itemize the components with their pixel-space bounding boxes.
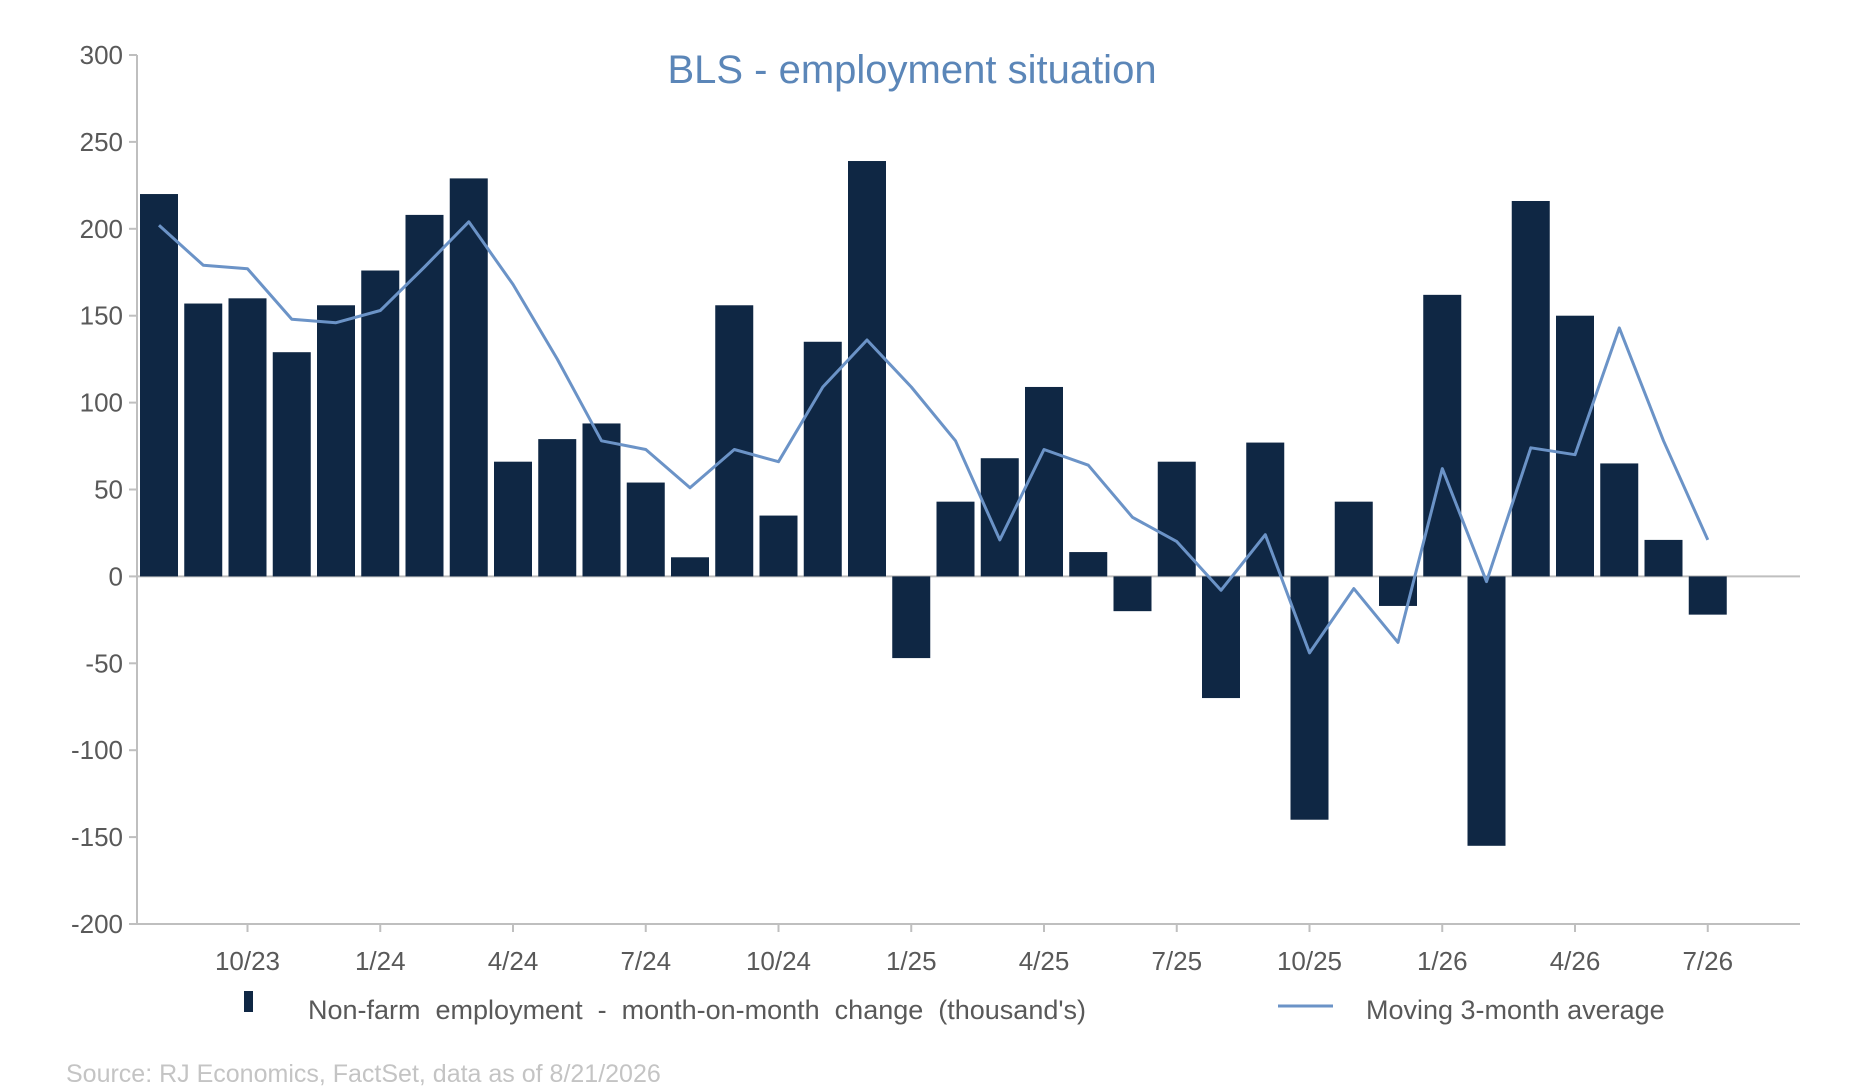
y-tick-label: -50 (85, 648, 123, 678)
y-tick-label: 50 (94, 475, 123, 505)
bar (848, 161, 886, 577)
x-tick-label: 10/25 (1277, 946, 1342, 976)
x-tick-label: 7/26 (1682, 946, 1733, 976)
legend: Non-farm employment - month-on-month cha… (244, 991, 1665, 1025)
x-axis: 10/23 1/24 4/24 7/24 10/24 1/25 4/25 7/25 10/25 1… (137, 575, 1800, 976)
bar (759, 515, 798, 577)
bar-series (140, 161, 1727, 846)
y-axis: 300 250 200 150 100 50 0 -50 -100 -150 -200 (71, 40, 138, 939)
bar (1688, 576, 1727, 615)
bar (1157, 461, 1196, 577)
y-tick-label: -150 (71, 822, 123, 852)
bar (361, 270, 400, 577)
x-tick-label: 4/25 (1019, 946, 1070, 976)
bar (317, 305, 355, 577)
y-tick-label: -200 (71, 909, 123, 939)
bar (1069, 552, 1108, 577)
x-tick-label: 10/24 (746, 946, 811, 976)
bar (1246, 442, 1285, 577)
bar (1113, 576, 1152, 612)
bar (1290, 576, 1329, 820)
legend-bar-label: Non-farm employment - month-on-month cha… (308, 995, 1086, 1025)
y-tick-label: 250 (80, 127, 123, 157)
bar (494, 461, 532, 577)
bar (715, 305, 754, 577)
bar (1600, 463, 1639, 577)
bar (228, 298, 267, 577)
bar (892, 576, 931, 659)
bar (1556, 315, 1594, 577)
bar (582, 423, 621, 577)
x-tick-label: 1/24 (355, 946, 406, 976)
y-tick-label: 150 (80, 301, 123, 331)
bar (1467, 576, 1506, 846)
bar (538, 439, 577, 577)
bar (140, 194, 178, 577)
bar (449, 178, 488, 577)
y-tick-label: 100 (80, 388, 123, 418)
bar (405, 214, 444, 577)
y-tick-label: 0 (109, 561, 123, 591)
x-tick-label: 7/24 (620, 946, 671, 976)
x-tick-label: 4/26 (1550, 946, 1601, 976)
bar (1334, 501, 1373, 577)
x-tick-label: 1/25 (886, 946, 937, 976)
moving-average-line (157, 220, 1710, 655)
bar (1511, 200, 1550, 577)
bar (936, 501, 975, 577)
bar (1025, 386, 1063, 577)
line-series (157, 220, 1710, 655)
legend-line-label: Moving 3-month average (1366, 995, 1665, 1025)
legend-bar-swatch (244, 991, 253, 1012)
x-tick-label: 10/23 (215, 946, 280, 976)
x-tick-label: 1/26 (1417, 946, 1468, 976)
y-tick-label: 300 (80, 40, 123, 70)
bar (1202, 576, 1240, 699)
bar (626, 482, 665, 577)
bar (272, 352, 311, 577)
source-note: Source: RJ Economics, FactSet, data as o… (66, 1060, 661, 1088)
chart-title: BLS - employment situation (667, 48, 1156, 92)
bar (803, 341, 842, 577)
bar (184, 303, 223, 577)
bar (980, 458, 1019, 577)
x-tick-label: 7/25 (1151, 946, 1202, 976)
bar (1644, 539, 1683, 577)
bar (671, 557, 709, 577)
bar (1423, 294, 1462, 577)
y-tick-label: 200 (80, 214, 123, 244)
y-tick-label: -100 (71, 735, 123, 765)
x-tick-label: 4/24 (488, 946, 539, 976)
